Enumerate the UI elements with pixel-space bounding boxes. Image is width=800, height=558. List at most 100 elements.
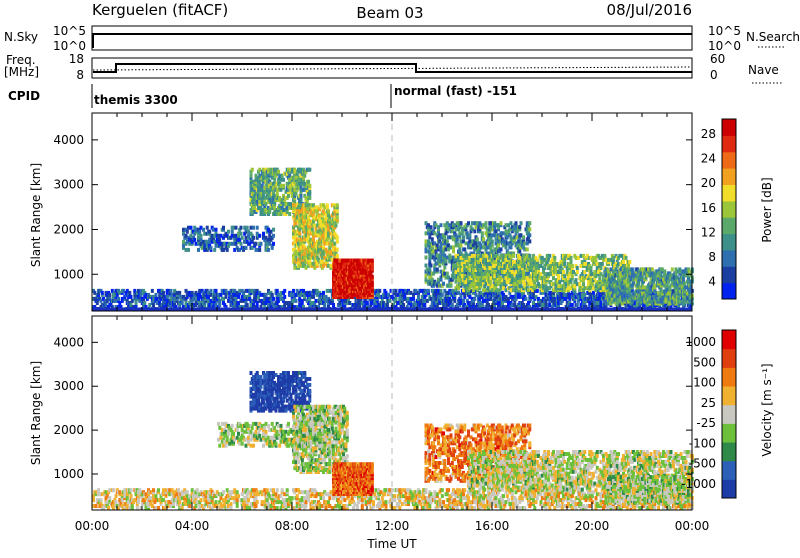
nsky-panel <box>92 26 692 50</box>
power-data-cell <box>402 303 405 307</box>
freq-panel <box>92 58 692 78</box>
power-data-cell <box>288 212 291 216</box>
power-data-cell <box>430 225 433 229</box>
power-data-cell <box>306 200 309 204</box>
power-data-cell <box>457 278 460 282</box>
power-data-cell <box>462 299 465 303</box>
power-data-cell <box>267 248 270 252</box>
power-data-cell <box>218 238 221 242</box>
power-data-cell <box>322 291 325 295</box>
power-data-cell <box>198 230 201 234</box>
power-data-cell <box>570 256 573 260</box>
power-data-cell <box>522 235 525 239</box>
power-data-cell <box>258 248 261 252</box>
power-data-cell <box>425 264 428 268</box>
power-data-cell <box>96 301 99 305</box>
power-data-cell <box>303 174 306 178</box>
power-data-cell <box>255 242 258 246</box>
power-data-cell <box>528 227 531 231</box>
power-data-cell <box>300 194 303 198</box>
freq-trace <box>93 64 692 72</box>
nsky-tick-top: 10^5 <box>53 24 86 38</box>
power-data-cell <box>277 170 280 174</box>
power-data-cell <box>327 209 330 213</box>
power-data-cell <box>213 248 216 252</box>
power-data-cell <box>473 297 476 301</box>
power-data-cell <box>412 297 415 301</box>
power-data-cell <box>181 301 184 305</box>
power-data-cell <box>283 295 286 299</box>
power-data-cell <box>226 248 229 252</box>
power-data-cell <box>571 274 574 278</box>
power-data-cell <box>186 230 189 234</box>
power-data-cell <box>443 266 446 270</box>
power-data-cell <box>295 192 298 196</box>
power-data-cell <box>300 198 303 202</box>
power-data-cell <box>562 270 565 274</box>
power-data-cell <box>206 226 209 230</box>
nsky-tick-bottom: 10^0 <box>53 39 86 53</box>
power-data-cell <box>481 231 484 235</box>
power-data-cell <box>508 254 511 258</box>
power-data-cell <box>308 190 311 194</box>
power-data-cell <box>332 303 335 307</box>
power-data-cell <box>482 237 485 241</box>
power-data-cell <box>272 297 275 301</box>
power-data-cell <box>578 282 581 286</box>
power-data-cell <box>298 232 301 236</box>
power-data-cell <box>485 221 488 225</box>
power-data-cell <box>262 232 265 236</box>
cpid-segment-2: normal (fast) -151 <box>394 84 517 98</box>
power-data-cell <box>453 299 456 303</box>
nsearch-tick-top: 10^5 <box>708 24 741 38</box>
power-data-cell <box>240 242 243 246</box>
power-data-cell <box>575 278 578 282</box>
freq-tick-bottom: 8 <box>76 68 84 82</box>
power-data-cell <box>522 270 525 274</box>
power-data-cell <box>108 293 111 297</box>
power-data-cell <box>557 274 560 278</box>
power-data-cell <box>128 291 131 295</box>
power-data-cell <box>152 303 155 307</box>
power-data-cell <box>428 268 431 272</box>
power-data-cell <box>417 295 420 299</box>
power-data-cell <box>491 243 494 247</box>
power-data-cell <box>215 228 218 232</box>
power-data-cell <box>292 289 295 293</box>
power-data-cell <box>510 245 513 249</box>
power-data-cell <box>570 260 573 264</box>
power-data-cell <box>287 194 290 198</box>
freq-tick-top: 18 <box>69 52 84 66</box>
power-data-cell <box>260 242 263 246</box>
station-title: Kerguelen (fitACF) <box>92 1 228 19</box>
power-data-cell <box>536 258 539 262</box>
nsky-trace <box>93 34 692 48</box>
power-data-cell <box>306 207 309 211</box>
power-data-cell <box>520 221 523 225</box>
power-data-cell <box>512 254 515 258</box>
power-data-cell <box>271 293 274 297</box>
power-data-cell <box>425 256 428 260</box>
power-data-cell <box>202 228 205 232</box>
nsearch-label: N.Search <box>746 30 800 44</box>
nsearch-tick-bottom: 10^0 <box>708 39 741 53</box>
power-data-cell <box>336 236 339 240</box>
power-data-cell <box>462 235 465 239</box>
cpid-label: CPID <box>8 89 40 103</box>
power-data-cell <box>252 226 255 230</box>
power-data-cell <box>442 282 445 286</box>
power-data-cell <box>210 289 213 293</box>
power-data-cell <box>468 233 471 237</box>
power-data-cell <box>548 254 551 258</box>
power-data-cell <box>117 297 120 301</box>
power-data-cell <box>336 215 339 219</box>
power-data-cell <box>308 196 311 200</box>
power-data-cell <box>500 247 503 251</box>
nave-tick-top: 60 <box>710 52 725 66</box>
power-data-cell <box>336 240 339 244</box>
power-data-cell <box>237 295 240 299</box>
power-data-cell <box>336 209 339 213</box>
power-data-cell <box>190 226 193 230</box>
power-data-cell <box>458 247 461 251</box>
